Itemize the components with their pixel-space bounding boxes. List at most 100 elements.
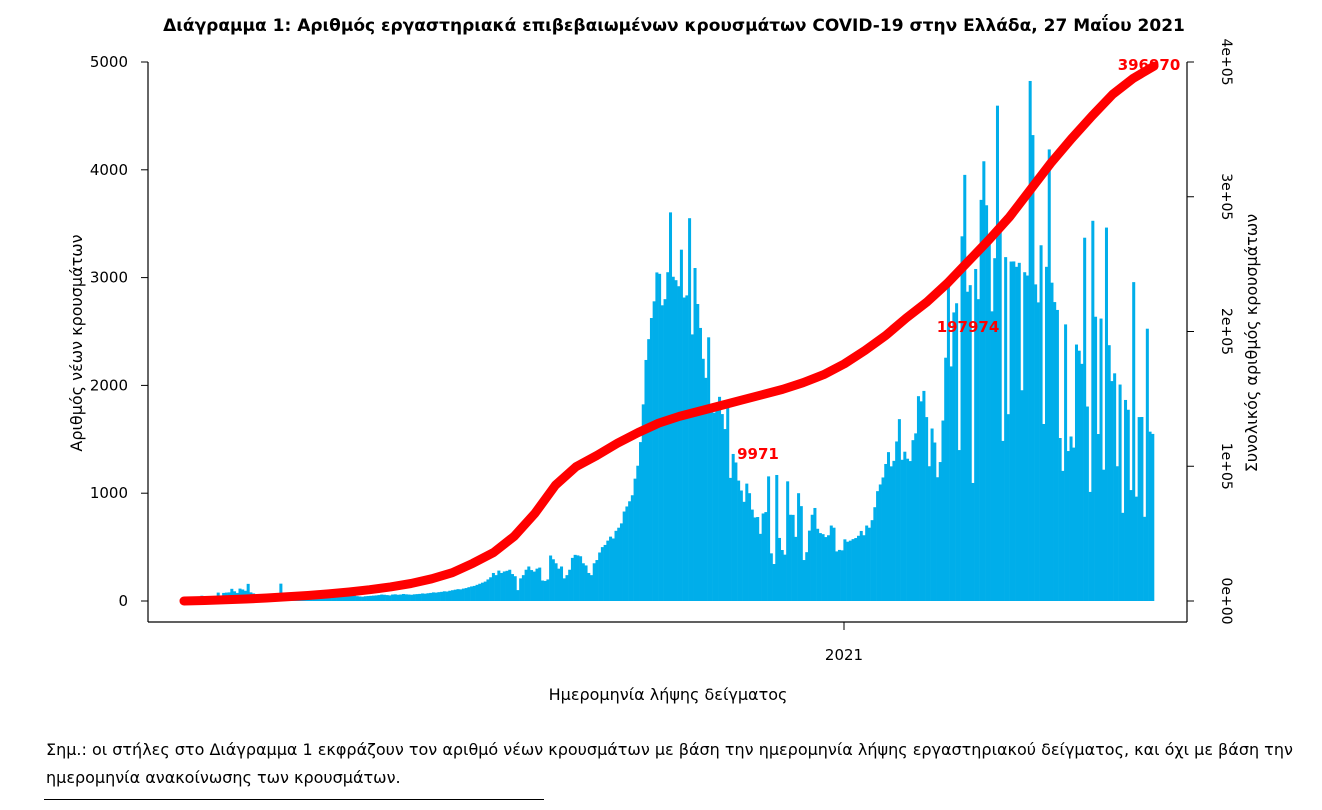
bar — [707, 337, 711, 601]
bar — [505, 570, 509, 601]
bar — [777, 537, 782, 601]
bar — [568, 569, 572, 601]
bar — [423, 593, 427, 601]
bar — [1015, 266, 1019, 601]
bar — [660, 305, 664, 601]
bar — [985, 205, 989, 601]
bar — [1017, 262, 1021, 601]
bar — [693, 268, 697, 601]
bar — [829, 525, 833, 601]
bar — [641, 404, 645, 601]
bar — [723, 429, 727, 601]
bar — [914, 433, 918, 601]
bar — [521, 575, 525, 601]
bar — [407, 594, 411, 601]
bar — [666, 272, 670, 601]
y-axis-right-label: Συνολικός αριθμός κρουσμάτων — [1242, 214, 1261, 473]
bar — [557, 568, 561, 601]
bar — [467, 587, 471, 601]
y-tick-label: 4000 — [90, 161, 128, 179]
bar — [655, 272, 659, 601]
bar — [818, 533, 822, 601]
bar — [1129, 490, 1133, 601]
bar — [562, 578, 566, 601]
bar — [957, 450, 961, 601]
bar — [704, 377, 708, 601]
bar — [549, 555, 553, 601]
bar — [669, 212, 673, 601]
bar — [546, 579, 550, 601]
bar — [916, 396, 920, 601]
bar — [619, 523, 623, 601]
bar — [622, 511, 626, 601]
bar — [649, 318, 653, 601]
bar — [734, 462, 738, 601]
y2-tick-label: 3e+05 — [1218, 173, 1234, 220]
bar — [516, 590, 520, 601]
bar — [895, 441, 899, 601]
cumulative-label: 9971 — [737, 445, 779, 463]
bar — [325, 596, 329, 601]
x-tick-label: 2021 — [825, 646, 863, 664]
bar — [336, 596, 340, 601]
bar — [350, 595, 354, 601]
bar — [483, 581, 487, 601]
bar — [382, 594, 386, 601]
bar — [328, 596, 332, 601]
bar — [764, 512, 768, 601]
bar — [873, 507, 877, 601]
bar — [363, 596, 367, 601]
chart-footnote: Σημ.: οι στήλες στο Διάγραμμα 1 εκφράζου… — [46, 740, 1293, 787]
bar — [644, 359, 648, 601]
bar — [434, 592, 438, 601]
bar — [598, 552, 602, 601]
bar — [1145, 328, 1149, 601]
y-tick-label: 2000 — [90, 376, 128, 394]
bar — [884, 463, 888, 601]
bar — [589, 575, 593, 601]
bar — [437, 592, 441, 601]
footnote-divider — [44, 799, 544, 800]
bar — [429, 592, 433, 601]
bar — [494, 575, 498, 601]
bar — [508, 569, 512, 601]
bar — [1113, 373, 1117, 601]
bar — [491, 572, 495, 601]
bar — [339, 596, 343, 601]
bar — [726, 403, 730, 601]
bar — [810, 514, 814, 601]
bar — [628, 501, 632, 601]
bar — [685, 295, 689, 601]
cumulative-label: 396970 — [1118, 56, 1181, 74]
bar — [968, 285, 972, 601]
bar — [919, 401, 923, 601]
bar — [489, 577, 493, 601]
bar — [791, 514, 795, 601]
bar — [848, 540, 852, 601]
bar — [780, 550, 784, 601]
bar — [974, 268, 978, 601]
bar — [748, 493, 752, 601]
cumulative-cases-line — [179, 61, 1159, 606]
y-tick-label: 1000 — [90, 484, 128, 502]
bar — [927, 466, 931, 601]
bar — [374, 595, 378, 601]
bar — [1080, 363, 1084, 601]
bar — [502, 571, 506, 601]
bar — [786, 481, 790, 601]
bar — [737, 480, 741, 601]
bar — [1053, 302, 1057, 601]
bar — [527, 566, 531, 601]
bar — [606, 540, 610, 601]
bar — [1102, 469, 1106, 601]
bar — [1047, 149, 1051, 601]
cumulative-label: 197974 — [937, 318, 1000, 336]
bar — [843, 539, 847, 601]
bar — [1045, 266, 1049, 601]
bar — [832, 527, 836, 601]
bar — [805, 552, 809, 601]
bar — [870, 520, 874, 601]
bar — [532, 571, 536, 601]
bar — [396, 594, 400, 601]
bar — [369, 595, 373, 601]
